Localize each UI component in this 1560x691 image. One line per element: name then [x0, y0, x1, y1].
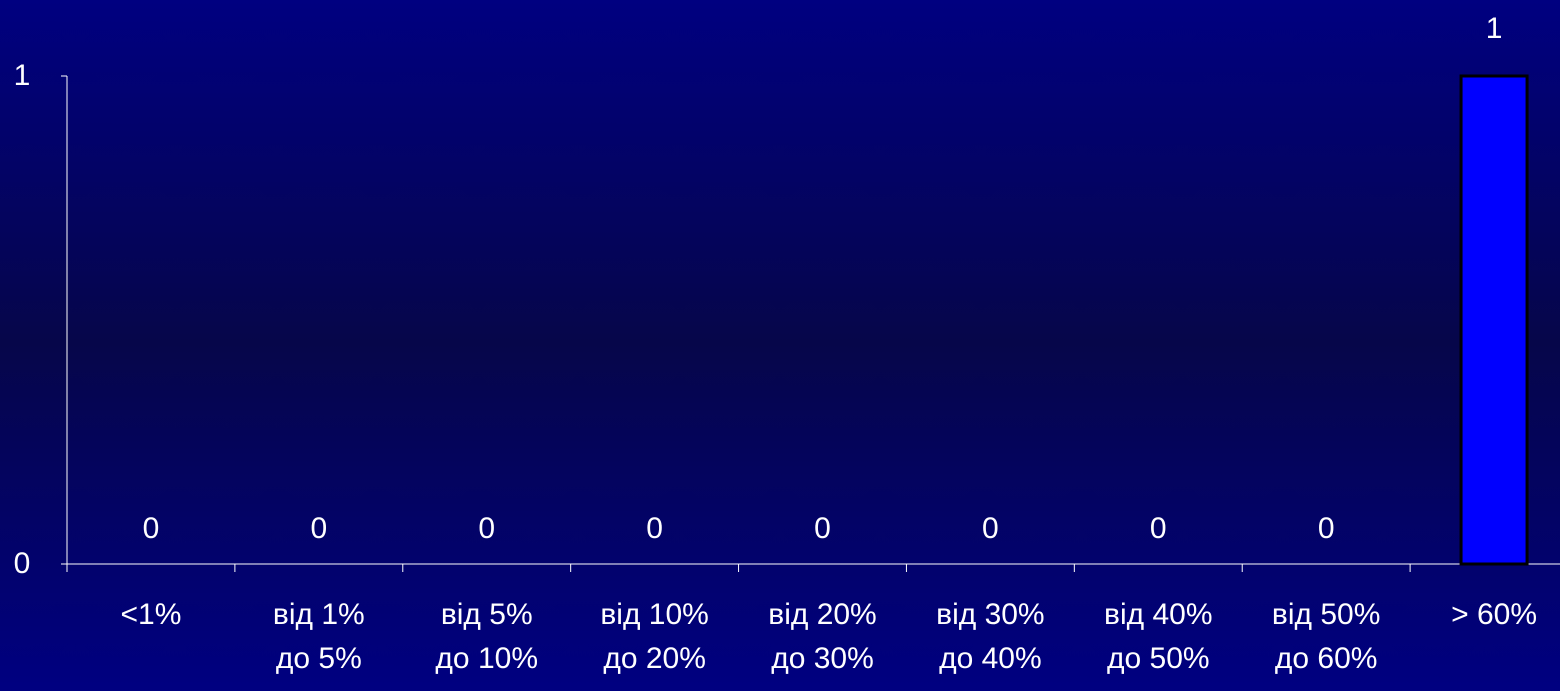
x-tick-label: до 60%: [1275, 642, 1378, 675]
data-label: 0: [478, 512, 495, 545]
x-tick-label: до 50%: [1107, 642, 1210, 675]
chart-axes: [61, 75, 1560, 572]
x-tick-label: <1%: [120, 598, 181, 631]
data-label: 0: [1150, 512, 1167, 545]
x-tick-label: від 1%: [273, 598, 365, 631]
data-label: 0: [1318, 512, 1335, 545]
bar: [1459, 74, 1529, 566]
data-label: 0: [646, 512, 663, 545]
x-tick-label: від 20%: [768, 598, 877, 631]
x-tick-label: до 10%: [435, 642, 538, 675]
y-tick-label: 0: [14, 547, 31, 580]
y-axis-labels: 01: [14, 59, 31, 580]
x-tick-label: до 30%: [771, 642, 874, 675]
x-tick-label: > 60%: [1451, 598, 1537, 631]
x-tick-label: від 10%: [600, 598, 709, 631]
x-tick-label: від 40%: [1104, 598, 1213, 631]
data-label: 0: [310, 512, 327, 545]
x-tick-label: до 5%: [276, 642, 362, 675]
x-tick-label: від 50%: [1272, 598, 1381, 631]
chart-bars: [1459, 74, 1529, 566]
data-label: 0: [814, 512, 831, 545]
x-tick-label: до 20%: [603, 642, 706, 675]
x-tick-label: до 40%: [939, 642, 1042, 675]
data-label: 0: [143, 512, 160, 545]
x-tick-label: від 5%: [441, 598, 533, 631]
data-label: 1: [1486, 12, 1503, 45]
x-axis-labels: <1% від 1% до 5% від 5% до 10% від 10% до 20% в…: [120, 598, 1537, 675]
y-tick-label: 1: [14, 59, 31, 92]
x-tick-label: від 30%: [936, 598, 1045, 631]
chart-data-labels: 0 0 0 0 0 0 0 0 1: [143, 12, 1503, 545]
data-label: 0: [982, 512, 999, 545]
